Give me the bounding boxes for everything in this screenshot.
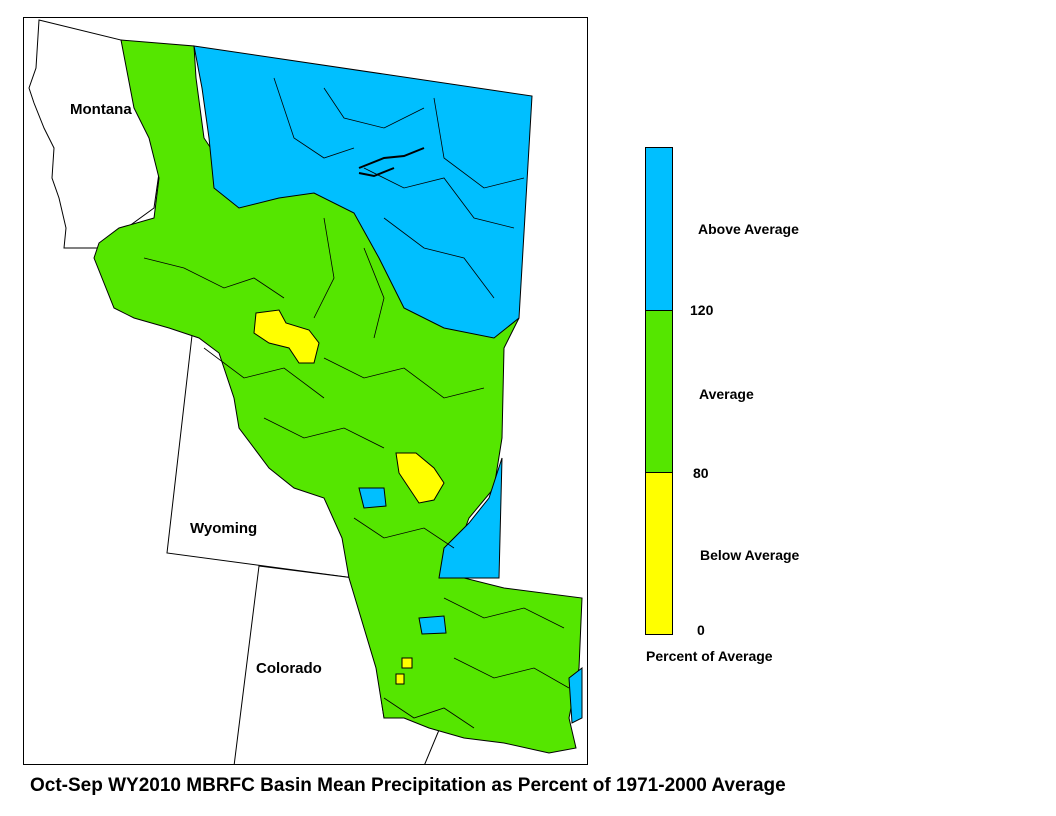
legend-caption: Percent of Average bbox=[646, 648, 773, 664]
state-label-wyoming: Wyoming bbox=[190, 520, 258, 537]
basin-region-below-4 bbox=[395, 673, 405, 685]
basin-region-above-east bbox=[438, 457, 503, 579]
basin-region-above-spot-3 bbox=[568, 666, 583, 724]
basin-region-above-north bbox=[193, 45, 533, 339]
rivers bbox=[358, 147, 425, 178]
basin-boundaries bbox=[143, 77, 570, 729]
map-panel: Montana Wyoming Colorado bbox=[23, 17, 588, 765]
basin-region-below-1 bbox=[253, 309, 320, 364]
legend-swatch-below bbox=[645, 472, 673, 635]
state-label-montana: Montana bbox=[70, 101, 132, 118]
legend-label-above: Above Average bbox=[698, 221, 799, 237]
legend-label-below: Below Average bbox=[700, 547, 800, 563]
basin-map bbox=[28, 19, 583, 764]
legend-tick-0: 0 bbox=[697, 622, 705, 638]
legend-tick-80: 80 bbox=[693, 465, 709, 481]
basin-region-above-spot-2 bbox=[418, 615, 447, 635]
legend-swatch-above bbox=[645, 147, 673, 311]
map-title: Oct-Sep WY2010 MBRFC Basin Mean Precipit… bbox=[30, 775, 786, 796]
basin-region-above-spot-1 bbox=[358, 487, 387, 509]
legend-swatch-average bbox=[645, 310, 673, 473]
state-label-colorado: Colorado bbox=[256, 660, 322, 677]
legend-label-average: Average bbox=[699, 386, 754, 402]
legend-tick-120: 120 bbox=[690, 302, 714, 318]
basin-region-below-2 bbox=[395, 452, 445, 504]
basin-region-below-3 bbox=[401, 657, 413, 669]
